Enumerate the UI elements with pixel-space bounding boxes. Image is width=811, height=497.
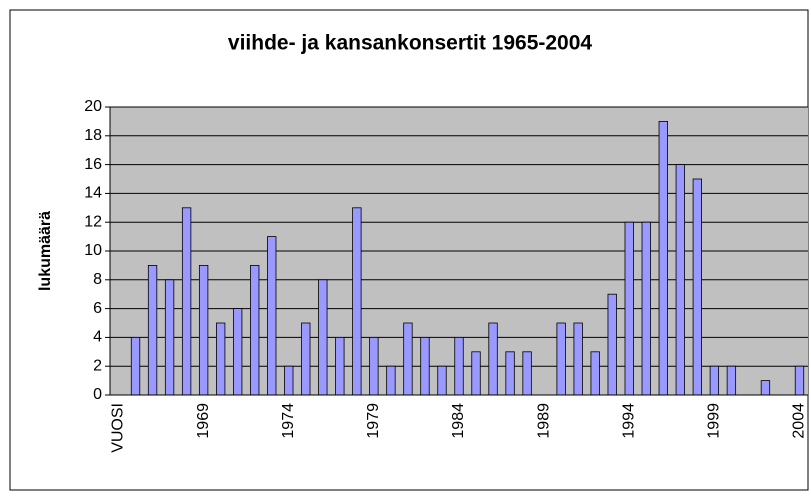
bar	[403, 322, 413, 396]
bar	[164, 279, 175, 396]
bar	[284, 365, 294, 396]
y-tick-label: 12	[84, 213, 102, 230]
bar	[198, 264, 209, 396]
x-tick-label: 2004	[791, 403, 808, 439]
x-tick-label: 1994	[620, 403, 637, 439]
bar	[420, 336, 430, 396]
y-tick-label: 14	[84, 185, 102, 202]
y-tick-label: 4	[93, 329, 102, 346]
x-tick-label: 1989	[535, 403, 552, 439]
bar	[267, 236, 277, 396]
y-tick-label: 6	[93, 300, 102, 317]
bar	[709, 365, 720, 396]
y-tick-label: 2	[93, 357, 102, 374]
bar	[794, 365, 805, 396]
bar	[301, 322, 311, 396]
bar	[488, 322, 498, 396]
y-tick-label: 10	[84, 242, 102, 259]
y-tick-label: 18	[84, 127, 102, 144]
chart-title: viihde- ja kansankonsertit 1965-2004	[228, 32, 592, 55]
bar	[437, 365, 447, 396]
bar	[471, 351, 481, 396]
bar	[130, 336, 141, 396]
bar	[250, 264, 260, 396]
y-tick-label: 16	[84, 156, 102, 173]
y-tick-label: 8	[93, 271, 102, 288]
bar	[658, 121, 668, 396]
bar	[726, 365, 737, 396]
bar	[181, 207, 192, 396]
x-tick-label: 1979	[365, 403, 382, 439]
x-tick-label: VUOSI	[110, 403, 127, 453]
bar	[522, 351, 532, 396]
bar	[335, 336, 345, 396]
y-tick-label: 20	[84, 98, 102, 115]
y-tick-label: 0	[93, 386, 102, 403]
bar	[607, 293, 617, 396]
bar	[147, 264, 158, 396]
bar	[760, 380, 771, 396]
bar	[369, 336, 379, 396]
bar	[352, 207, 362, 396]
x-tick-label: 1984	[450, 403, 467, 439]
x-tick-label: 1969	[195, 403, 212, 439]
bar	[590, 351, 600, 396]
bar	[641, 221, 651, 396]
bar	[318, 279, 328, 396]
bar	[556, 322, 566, 396]
bar	[216, 322, 226, 396]
bar	[386, 365, 396, 396]
bar	[233, 308, 243, 396]
x-tick-label: 1999	[706, 403, 723, 439]
y-axis-label: lukumäärä	[37, 211, 54, 291]
bar	[505, 351, 515, 396]
bar	[454, 336, 464, 396]
x-tick-label: 1974	[280, 403, 297, 439]
bar	[573, 322, 583, 396]
bar	[692, 178, 702, 396]
bar	[675, 164, 685, 396]
bar	[624, 221, 634, 396]
